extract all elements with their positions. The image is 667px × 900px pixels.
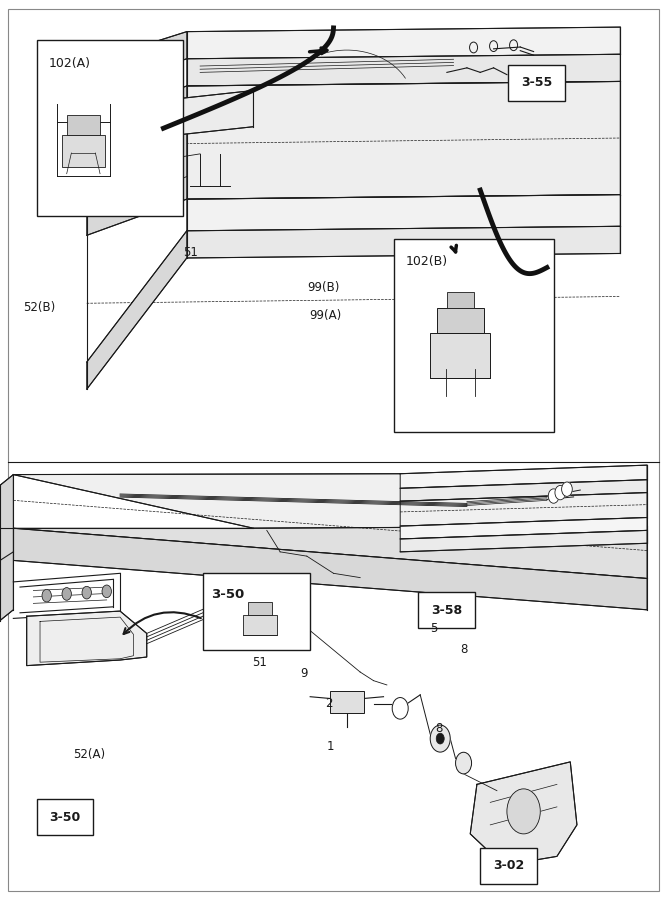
Text: 51: 51: [252, 656, 267, 669]
Polygon shape: [400, 480, 647, 501]
Text: 102(A): 102(A): [49, 57, 91, 69]
Polygon shape: [400, 492, 647, 526]
Polygon shape: [13, 473, 647, 528]
Circle shape: [42, 590, 51, 602]
Bar: [394, 238, 554, 432]
Text: 99(B): 99(B): [307, 282, 340, 294]
Text: 3-02: 3-02: [493, 860, 524, 872]
Bar: [37, 799, 93, 835]
Bar: [508, 65, 565, 101]
Circle shape: [555, 485, 566, 500]
Text: 3-50: 3-50: [211, 589, 245, 601]
Bar: [62, 135, 105, 166]
Polygon shape: [187, 27, 620, 58]
Text: 8: 8: [435, 723, 442, 735]
Polygon shape: [87, 86, 187, 236]
Bar: [248, 602, 272, 615]
Polygon shape: [87, 91, 253, 145]
Bar: [67, 115, 100, 135]
Bar: [243, 615, 277, 634]
Text: 1: 1: [327, 741, 334, 753]
Polygon shape: [187, 194, 620, 230]
Text: 5: 5: [430, 622, 438, 634]
Bar: [37, 40, 183, 216]
Polygon shape: [400, 465, 647, 489]
Circle shape: [562, 482, 572, 497]
Polygon shape: [87, 230, 187, 390]
Bar: [418, 592, 475, 628]
Bar: [330, 691, 364, 713]
Polygon shape: [0, 474, 13, 620]
Polygon shape: [187, 54, 620, 86]
Text: 3-55: 3-55: [521, 76, 552, 89]
Polygon shape: [470, 762, 577, 866]
Text: 9: 9: [300, 667, 307, 680]
Bar: [447, 292, 474, 308]
Text: 51: 51: [183, 246, 198, 258]
Circle shape: [392, 698, 408, 719]
Text: 3-58: 3-58: [431, 604, 462, 617]
Text: 2: 2: [325, 698, 333, 710]
Polygon shape: [27, 611, 147, 666]
Polygon shape: [87, 32, 187, 91]
Bar: [437, 308, 484, 333]
Circle shape: [436, 734, 444, 744]
Circle shape: [456, 752, 472, 774]
Bar: [430, 333, 490, 378]
Circle shape: [430, 725, 450, 752]
Polygon shape: [13, 528, 647, 610]
Text: 102(B): 102(B): [406, 255, 448, 267]
Text: 99(A): 99(A): [309, 309, 341, 321]
Polygon shape: [187, 81, 620, 199]
Bar: [480, 848, 537, 884]
Polygon shape: [187, 226, 620, 258]
Polygon shape: [400, 518, 647, 539]
Circle shape: [548, 489, 559, 503]
Circle shape: [102, 585, 111, 598]
Text: 3-50: 3-50: [49, 811, 81, 824]
Circle shape: [62, 588, 71, 600]
Text: 52(A): 52(A): [73, 748, 105, 760]
Text: 8: 8: [460, 644, 468, 656]
Text: 52(B): 52(B): [23, 302, 55, 314]
Bar: [203, 573, 310, 650]
Circle shape: [82, 586, 91, 598]
Polygon shape: [400, 530, 647, 552]
Polygon shape: [13, 526, 647, 579]
Circle shape: [507, 789, 540, 834]
